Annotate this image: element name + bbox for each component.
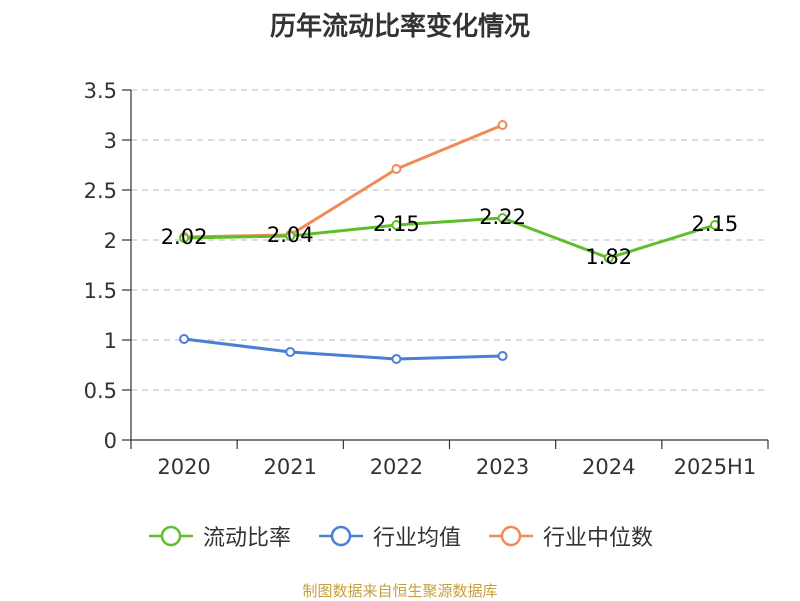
series-point-0 <box>179 233 190 243</box>
series-point-0 <box>285 231 296 241</box>
source-note: 制图数据来自恒生聚源数据库 <box>302 582 498 600</box>
series-point-0 <box>709 220 720 230</box>
x-tick-label: 2023 <box>476 455 529 479</box>
legend-label-industry-median: 行业中位数 <box>543 526 654 551</box>
x-tick-label: 2024 <box>582 455 635 479</box>
x-tick-label: 2021 <box>264 455 317 479</box>
y-tick-label: 3 <box>104 129 117 153</box>
legend-item-industry-mean[interactable]: 行业均值 <box>317 520 461 552</box>
legend-label-industry-mean: 行业均值 <box>372 526 461 551</box>
series-point-0 <box>391 220 402 230</box>
data-label: 2.02 <box>161 225 208 249</box>
y-tick-label: 2.5 <box>84 179 117 203</box>
data-label: 2.15 <box>373 212 420 236</box>
series-point-1 <box>285 347 296 357</box>
y-tick-label: 0 <box>104 429 117 453</box>
data-label: 2.15 <box>692 212 739 236</box>
legend-marker-industry-mean <box>318 525 363 547</box>
series-point-1 <box>391 354 402 364</box>
legend-item-current-ratio[interactable]: 流动比率 <box>147 520 291 552</box>
x-tick-label: 2022 <box>370 455 423 479</box>
legend-label-current-ratio: 流动比率 <box>202 526 291 551</box>
legend-item-industry-median[interactable]: 行业中位数 <box>487 520 653 552</box>
y-tick-label: 3.5 <box>84 79 117 103</box>
series-line-1 <box>183 337 503 361</box>
data-label: 1.82 <box>585 245 632 269</box>
legend-marker-current-ratio <box>148 525 193 547</box>
chart-title: 历年流动比率变化情况 <box>269 12 530 42</box>
y-tick-label: 0.5 <box>84 379 117 403</box>
x-tick-label: 2025H1 <box>674 455 757 479</box>
series-point-0 <box>497 213 508 223</box>
y-tick-label: 1 <box>104 329 117 353</box>
series-line-0 <box>184 216 716 260</box>
y-tick-label: 2 <box>104 229 117 253</box>
series-point-2 <box>497 120 508 130</box>
legend: 流动比率 行业均值 行业中位数 <box>0 520 800 552</box>
data-label: 2.04 <box>267 223 314 247</box>
data-label: 2.22 <box>479 205 526 229</box>
series-point-1 <box>497 351 508 361</box>
series-point-2 <box>391 164 402 174</box>
y-tick-label: 1.5 <box>84 279 117 303</box>
legend-marker-industry-median <box>489 525 533 547</box>
series-point-1 <box>179 334 190 344</box>
x-tick-label: 2020 <box>157 455 210 479</box>
series-point-0 <box>603 253 614 263</box>
